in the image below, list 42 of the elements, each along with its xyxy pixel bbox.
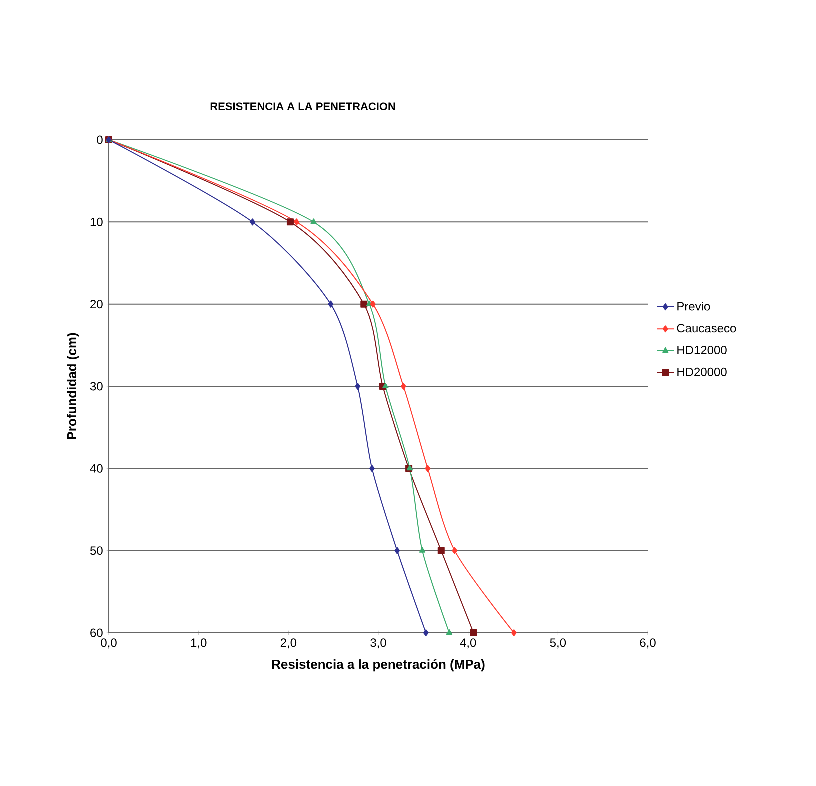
legend-label: HD20000 <box>678 368 727 376</box>
chart-title: RESISTENCIA A LA PENETRACION <box>210 102 396 110</box>
point <box>425 465 431 472</box>
x-tick-label: 5,0 <box>550 638 566 649</box>
legend-label: Caucaseco <box>677 324 736 333</box>
y-tick-label: 40 <box>90 464 103 473</box>
point <box>250 218 256 226</box>
legend-label: HD12000 <box>678 346 727 355</box>
x-tick-label: 2,0 <box>280 638 297 649</box>
x-tick-label: 0,0 <box>101 638 117 649</box>
x-tick-label: 6,0 <box>640 638 656 649</box>
point <box>470 629 478 636</box>
point <box>394 547 400 554</box>
point <box>286 218 294 226</box>
point <box>370 300 376 308</box>
point <box>419 547 426 553</box>
point <box>382 382 389 388</box>
point <box>438 547 445 554</box>
point <box>360 300 368 308</box>
point <box>294 218 300 226</box>
x-tick-label: 3,0 <box>370 638 386 649</box>
point <box>369 465 375 472</box>
y-tick-label: 10 <box>90 218 103 226</box>
point <box>310 218 317 224</box>
point <box>400 382 406 390</box>
y-tick-label: 60 <box>90 628 103 638</box>
x-tick-label: 4,0 <box>460 638 476 649</box>
y-axis-title: Profundidad (cm) <box>67 333 80 440</box>
y-tick-label: 30 <box>90 382 103 391</box>
y-tick-label: 0 <box>97 136 103 144</box>
point <box>328 300 334 308</box>
point <box>452 547 458 554</box>
legend-label: Previo <box>678 302 710 311</box>
y-tick-label: 50 <box>90 546 103 556</box>
y-tick-label: 20 <box>90 300 103 309</box>
point <box>423 629 429 636</box>
point <box>511 629 517 636</box>
x-tick-label: 1,0 <box>191 638 207 649</box>
x-axis-title: Resistencia a la penetración (MPa) <box>272 659 485 672</box>
point <box>446 629 453 635</box>
point <box>366 300 373 306</box>
point <box>355 382 361 390</box>
